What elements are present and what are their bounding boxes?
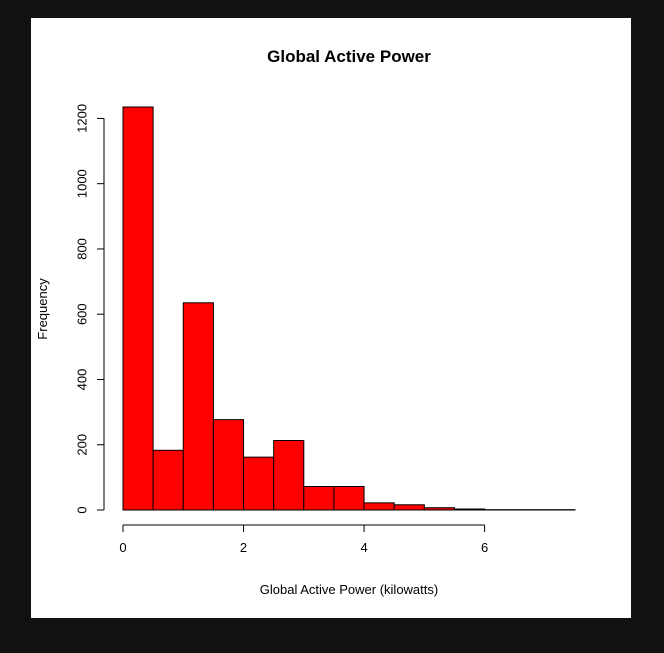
histogram-bar — [243, 456, 275, 511]
y-tick-label: 800 — [74, 238, 89, 260]
x-tick-label: 2 — [240, 540, 247, 555]
y-axis: 0 200 400 600 800 1000 1200 — [74, 104, 105, 514]
histogram-bar — [453, 508, 486, 511]
y-axis-label: Frequency — [35, 278, 50, 340]
plot-panel: Global Active Power 0 2 4 6 0 200 400 600 800 10… — [31, 18, 631, 618]
histogram-bar — [333, 486, 365, 511]
histogram-bar — [212, 419, 245, 511]
x-axis: 0 2 4 6 — [119, 524, 488, 555]
y-tick-label: 0 — [74, 506, 89, 513]
histogram-bar — [152, 449, 184, 511]
histogram-bar — [182, 302, 214, 511]
histogram-bar — [363, 502, 395, 511]
chart-title: Global Active Power — [267, 47, 431, 66]
y-tick-label: 1200 — [74, 104, 89, 133]
bars-group — [122, 106, 576, 511]
x-tick-label: 6 — [481, 540, 488, 555]
x-axis-label: Global Active Power (kilowatts) — [260, 582, 438, 597]
histogram-bar — [273, 439, 305, 511]
histogram-bar — [122, 106, 154, 511]
y-tick-label: 400 — [74, 369, 89, 391]
histogram-chart: Global Active Power 0 2 4 6 0 200 400 600 800 10… — [35, 47, 576, 597]
histogram-bar — [423, 507, 455, 511]
histogram-bar — [303, 486, 335, 511]
y-tick-label: 200 — [74, 434, 89, 456]
x-tick-label: 0 — [119, 540, 126, 555]
x-tick-label: 4 — [360, 540, 367, 555]
y-tick-label: 1000 — [74, 169, 89, 198]
histogram-bar — [393, 504, 425, 511]
y-tick-label: 600 — [74, 303, 89, 325]
